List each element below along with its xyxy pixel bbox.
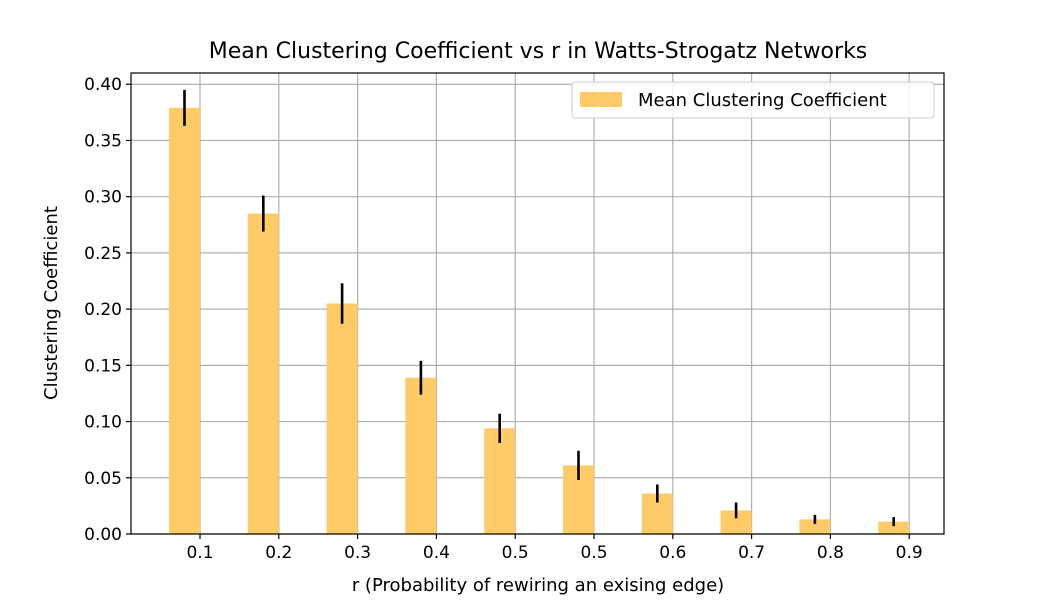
- y-tick-label: 0.15: [84, 356, 122, 376]
- bar: [878, 521, 910, 534]
- x-tick-label: 0.2: [265, 543, 292, 563]
- y-tick-label: 0.25: [84, 244, 122, 264]
- y-tick-label: 0.00: [84, 525, 122, 545]
- bar: [247, 213, 279, 535]
- x-tick-label: 0.7: [738, 543, 765, 563]
- bar: [484, 428, 516, 534]
- x-tick-label: 0.9: [896, 543, 923, 563]
- bar: [405, 377, 437, 534]
- bar: [799, 519, 831, 534]
- x-tick-label: 0.5: [502, 543, 529, 563]
- plot-frame: [130, 72, 945, 535]
- x-tick-label: 0.1: [186, 543, 213, 563]
- legend-box: [571, 81, 935, 119]
- bar-layer: [169, 107, 910, 535]
- y-tick-label: 0.10: [84, 413, 122, 433]
- legend: Mean Clustering Coefficient: [571, 81, 935, 119]
- bar: [326, 303, 358, 534]
- x-tick-label: 0.4: [423, 543, 450, 563]
- y-tick-label: 0.40: [84, 75, 122, 95]
- y-axis-label: Clustering Coefficient: [41, 206, 62, 400]
- error-bar-layer: [183, 89, 896, 527]
- legend-label: Mean Clustering Coefficient: [638, 90, 887, 111]
- x-tick-label: 0.6: [659, 543, 686, 563]
- x-tick-label: 0.3: [344, 543, 371, 563]
- y-tick-label: 0.35: [84, 131, 122, 151]
- chart-title: Mean Clustering Coefficient vs r in Watt…: [209, 39, 868, 64]
- y-tick-label: 0.30: [84, 188, 122, 208]
- x-tick-label: 0.8: [817, 543, 844, 563]
- bar: [720, 510, 752, 534]
- x-axis-label: r (Probability of rewiring an exising ed…: [352, 575, 724, 596]
- y-tick-label: 0.20: [84, 300, 122, 320]
- legend-swatch: [580, 92, 622, 107]
- x-tick-label: 0.5: [580, 543, 607, 563]
- y-tick-label: 0.05: [84, 469, 122, 489]
- bar: [169, 107, 200, 535]
- tick-layer: 0.00 0.05 0.10 0.15 0.20 0.25 0.30 0.35 0.40 0.1 0…: [84, 75, 923, 563]
